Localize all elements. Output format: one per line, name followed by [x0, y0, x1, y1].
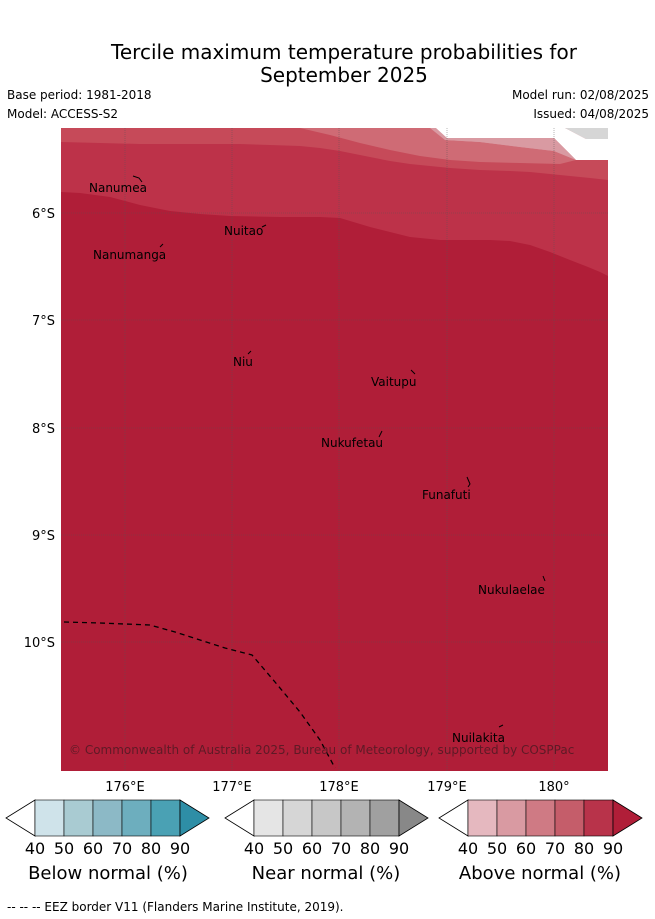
below-colorbar-tick: 60: [82, 839, 104, 858]
near-normal-label: Near normal (%): [251, 863, 401, 884]
below-colorbar-segment: [63, 799, 94, 837]
title-line-2: September 2025: [260, 63, 428, 87]
below-normal-label: Below normal (%): [28, 863, 188, 884]
island-label-nukufetau: Nukufetau: [321, 436, 383, 450]
island-shape-nanumanga: [159, 243, 164, 248]
below-colorbar-max-arrow: [179, 799, 210, 837]
above-colorbar-min-arrow: [438, 799, 469, 837]
lon-label-178e: 178°E: [319, 780, 359, 795]
below-colorbar-segment: [92, 799, 123, 837]
near-colorbar-tick: 40: [243, 839, 265, 858]
issued-date: Issued: 04/08/2025: [533, 107, 649, 121]
island-shape-funafuti: [466, 476, 471, 488]
above-colorbar-segment: [467, 799, 498, 837]
island-label-niu: Niu: [233, 355, 253, 369]
lat-label-8s: 8°S: [32, 422, 55, 437]
below-colorbar-tick: 90: [169, 839, 191, 858]
below-colorbar-tick: 70: [111, 839, 133, 858]
island-label-vaitupu: Vaitupu: [371, 375, 417, 389]
above-colorbar-tick: 70: [544, 839, 566, 858]
colorbars: [5, 799, 643, 837]
above-normal-label: Above normal (%): [458, 863, 622, 884]
near-colorbar-segment: [311, 799, 342, 837]
below-colorbar-segment: [121, 799, 152, 837]
island-labels: Nanumea Nuitao Nanumanga Niu Vaitupu Nuk…: [89, 181, 545, 745]
latitude-labels: 6°S 7°S 8°S 9°S 10°S: [24, 207, 55, 651]
model-run: Model run: 02/08/2025: [511, 88, 649, 102]
eez-border-line: [63, 621, 336, 769]
lon-label-179e: 179°E: [427, 780, 467, 795]
island-label-nuitao: Nuitao: [224, 224, 263, 238]
island-label-nuilakita: Nuilakita: [452, 731, 505, 745]
island-label-nanumanga: Nanumanga: [93, 248, 166, 262]
island-shape-vaitupu: [410, 369, 416, 375]
above-colorbar-tick: 90: [602, 839, 624, 858]
lat-label-6s: 6°S: [32, 207, 55, 222]
model-name: Model: ACCESS-S2: [7, 107, 119, 121]
island-shapes: [132, 175, 546, 728]
island-shape-nanumea: [132, 175, 143, 183]
near-colorbar-tick: 70: [330, 839, 352, 858]
above-colorbar-tick: 40: [457, 839, 479, 858]
lon-label-176e: 176°E: [105, 780, 145, 795]
title-line-1: Tercile maximum temperature probabilitie…: [111, 40, 577, 64]
no-data-region: [436, 128, 608, 160]
below-colorbar-min-arrow: [5, 799, 36, 837]
copyright-notice: © Commonwealth of Australia 2025, Bureau…: [69, 743, 574, 757]
above-colorbar-segment: [525, 799, 556, 837]
lat-label-7s: 7°S: [32, 314, 55, 329]
lat-label-9s: 9°S: [32, 529, 55, 544]
near-colorbar-max-arrow: [398, 799, 429, 837]
probability-fill: [61, 128, 608, 771]
base-period: Base period: 1981-2018: [7, 88, 152, 102]
below-colorbar-tick: 40: [24, 839, 46, 858]
near-normal-region: [565, 128, 608, 139]
island-shape-nukufetau: [378, 430, 383, 438]
map-title: Tercile maximum temperature probabilitie…: [0, 41, 655, 87]
near-colorbar-tick: 60: [301, 839, 323, 858]
above-50-region-b: [445, 138, 576, 160]
above-colorbar-tick: 60: [515, 839, 537, 858]
eez-footer-note: -- -- -- EEZ border V11 (Flanders Marine…: [7, 900, 344, 914]
above-colorbar-tick: 50: [486, 839, 508, 858]
island-shape-nuilakita: [498, 724, 504, 728]
island-label-nukulaelae: Nukulaelae: [478, 583, 545, 597]
near-colorbar-tick: 80: [359, 839, 381, 858]
near-colorbar-segment: [253, 799, 284, 837]
longitude-labels: 176°E 177°E 178°E 179°E 180°: [105, 780, 569, 795]
near-colorbar-segment: [282, 799, 313, 837]
above-colorbar-segment: [496, 799, 527, 837]
below-colorbar-tick: 50: [53, 839, 75, 858]
above-colorbar-tick: 80: [573, 839, 595, 858]
near-colorbar-tick: 50: [272, 839, 294, 858]
above-colorbar-segment: [554, 799, 585, 837]
lat-label-10s: 10°S: [24, 636, 55, 651]
below-colorbar-segment: [150, 799, 181, 837]
near-colorbar-tick: 90: [388, 839, 410, 858]
above-colorbar-segment: [583, 799, 614, 837]
lon-label-177e: 177°E: [212, 780, 252, 795]
below-colorbar-tick: 80: [140, 839, 162, 858]
near-colorbar-segment: [369, 799, 400, 837]
near-colorbar-min-arrow: [224, 799, 255, 837]
island-shape-nuitao: [261, 224, 267, 228]
lon-label-180: 180°: [538, 780, 569, 795]
island-shape-nukulaelae: [542, 575, 546, 582]
island-label-nanumea: Nanumea: [89, 181, 147, 195]
island-shape-niu: [247, 350, 252, 355]
near-colorbar-segment: [340, 799, 371, 837]
island-label-funafuti: Funafuti: [422, 488, 471, 502]
above-colorbar-max-arrow: [612, 799, 643, 837]
below-colorbar-segment: [34, 799, 65, 837]
